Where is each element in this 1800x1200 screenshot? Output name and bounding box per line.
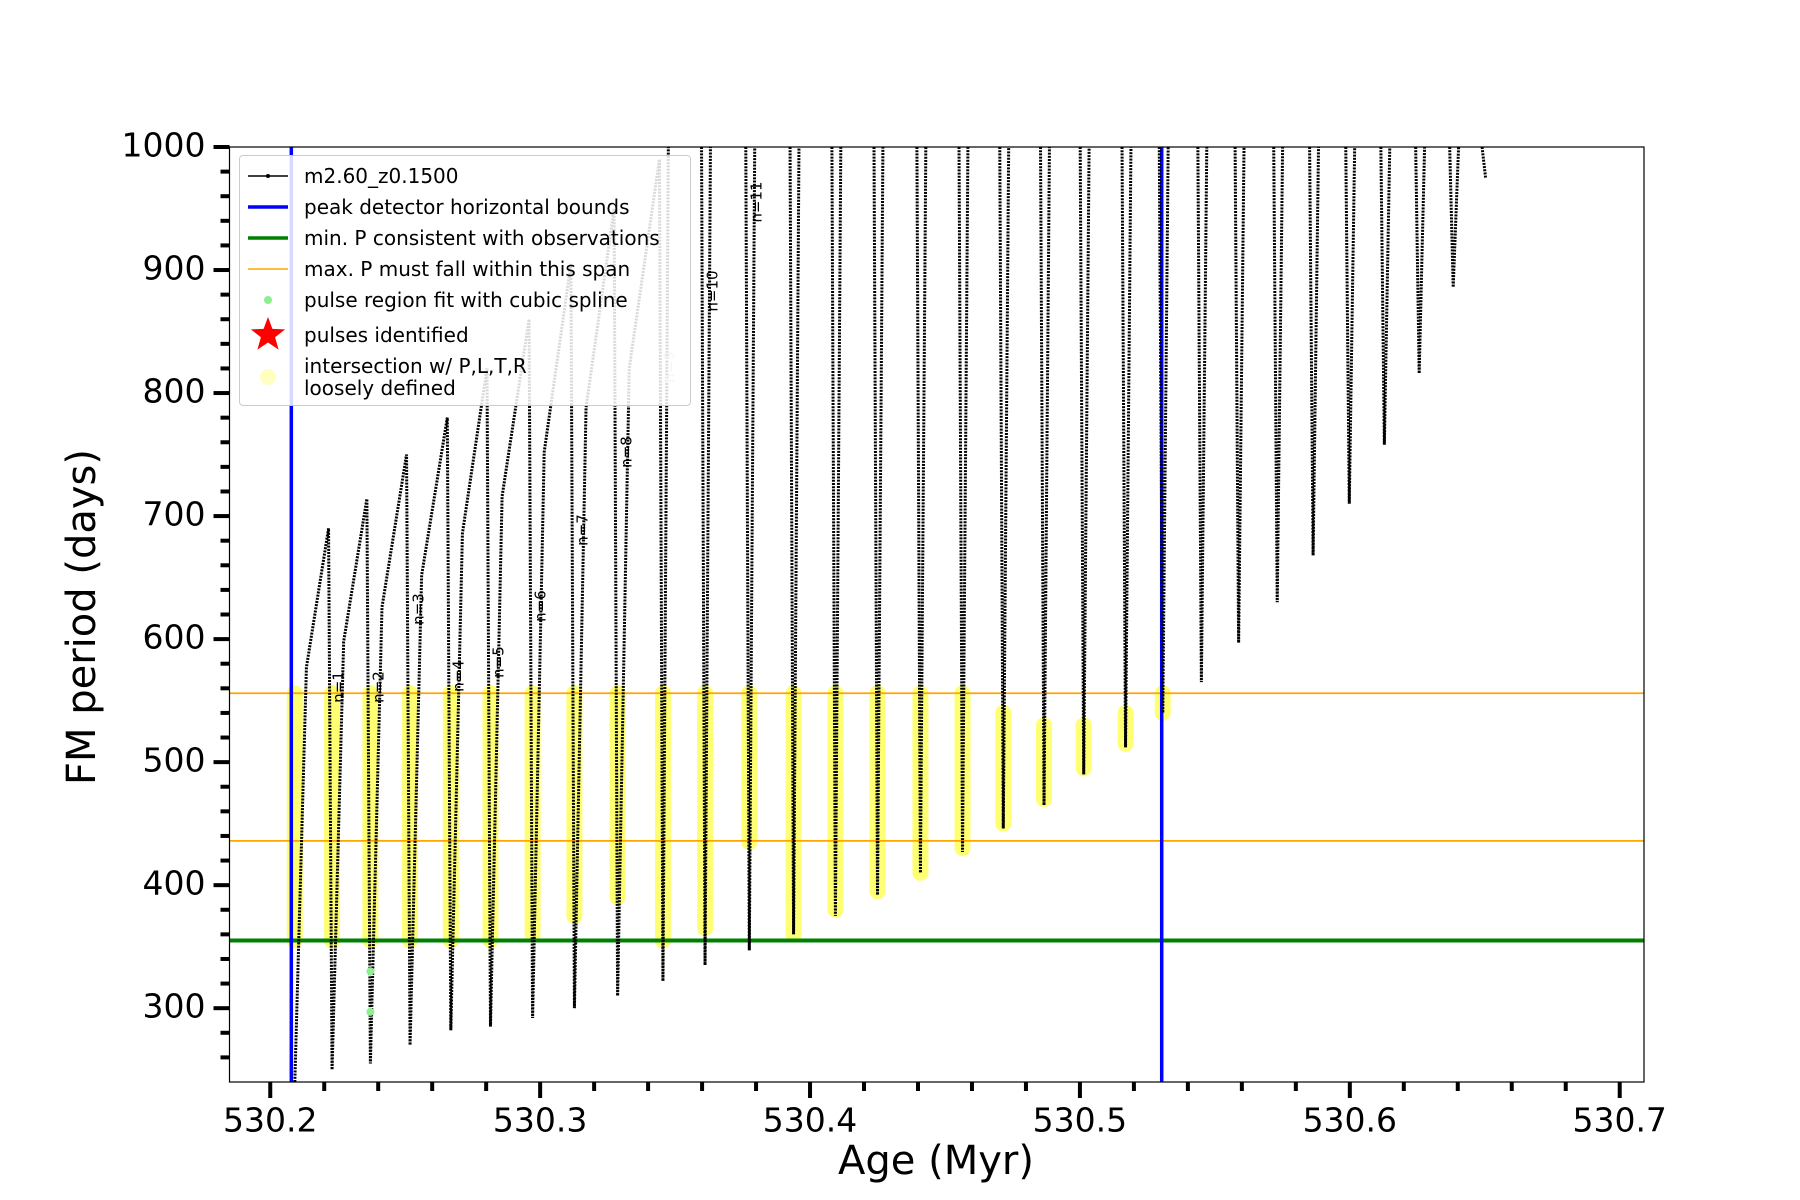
x-tick-label: 530.6	[1303, 1101, 1397, 1140]
legend-entry: pulse region fit with cubic spline	[240, 284, 690, 315]
legend-label: m2.60_z0.1500	[304, 163, 459, 188]
legend-entry: min. P consistent with observations	[240, 222, 690, 253]
x-tick-label: 530.2	[223, 1101, 317, 1140]
x-tick-label: 530.3	[493, 1101, 587, 1140]
legend-icon	[264, 295, 272, 304]
legend-icon	[248, 235, 288, 240]
legend-icon	[248, 173, 288, 178]
legend-icon	[260, 369, 276, 385]
pulse-annotation: n=11	[748, 181, 766, 222]
y-tick-label: 500	[143, 741, 206, 780]
legend-swatch	[260, 369, 276, 385]
pulse-annotation: n=6	[532, 590, 550, 622]
pulse-annotation: n=7	[574, 514, 592, 546]
legend-swatch	[266, 173, 270, 178]
y-tick-label: 300	[143, 987, 206, 1026]
legend-icon	[250, 317, 286, 350]
y-tick-label: 600	[143, 618, 206, 657]
spline-point	[366, 1007, 375, 1016]
plot-area	[229, 147, 1644, 1082]
legend-label: pulse region fit with cubic spline	[304, 287, 628, 312]
pulse-annotation: n=4	[450, 660, 468, 692]
legend-swatch	[264, 295, 272, 304]
pulse-annotation: n=3	[410, 593, 428, 625]
legend-entry: peak detector horizontal bounds	[240, 191, 690, 222]
y-axis-label: FM period (days)	[59, 449, 105, 785]
pulse-annotation: n=5	[490, 646, 508, 678]
legend-entry: max. P must fall within this span	[240, 253, 690, 284]
x-tick-label: 530.7	[1572, 1101, 1666, 1140]
y-tick-label: 700	[143, 495, 206, 534]
legend-icon	[248, 204, 288, 209]
legend-icon	[248, 267, 288, 270]
spline-point	[366, 967, 375, 976]
y-tick-label: 400	[143, 864, 206, 903]
legend-entry: m2.60_z0.1500	[240, 160, 690, 191]
y-tick-label: 1000	[122, 126, 206, 165]
x-axis-label: Age (Myr)	[838, 1138, 1034, 1184]
legend-swatch	[250, 317, 286, 350]
legend-label: min. P consistent with observations	[304, 225, 660, 250]
y-tick-label: 800	[143, 372, 206, 411]
pulse-annotation: n=2	[370, 671, 388, 703]
x-tick-label: 530.4	[763, 1101, 857, 1140]
pulse-annotation: n=1	[330, 671, 348, 703]
x-tick-label: 530.5	[1033, 1101, 1127, 1140]
legend-label: peak detector horizontal bounds	[304, 194, 630, 219]
pulse-annotation: n=10	[704, 270, 722, 311]
legend-label: max. P must fall within this span	[304, 256, 631, 281]
legend-entry: pulses identified	[240, 315, 690, 355]
legend-entry: intersection w/ P,L,T,R loosely defined	[240, 355, 690, 399]
legend-label: pulses identified	[304, 323, 469, 347]
pulse-annotation: n=8	[618, 436, 636, 468]
legend-label: intersection w/ P,L,T,R loosely defined	[304, 354, 527, 400]
y-tick-label: 900	[143, 249, 206, 288]
